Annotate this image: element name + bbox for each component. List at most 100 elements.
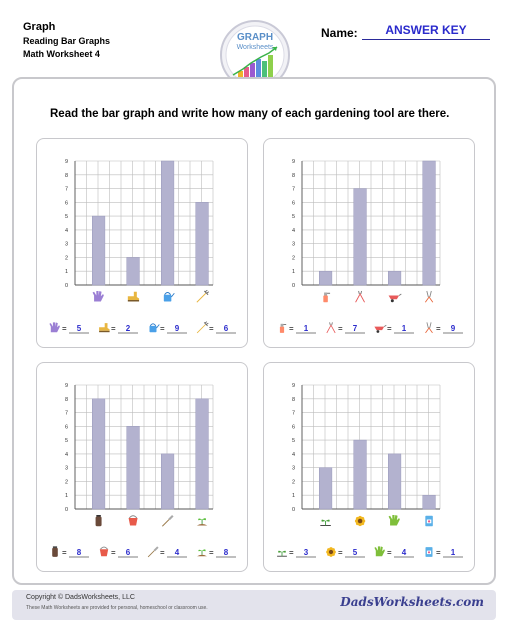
bar-hedge-clippers (422, 160, 436, 286)
y-tick-label: 3 (292, 242, 295, 248)
chart-grid (301, 160, 441, 286)
equals-sign: = (62, 324, 67, 333)
bar-trash-bin (92, 398, 106, 510)
y-tick-label: 7 (292, 187, 295, 193)
worksheet-subtitle: Reading Bar Graphs (23, 36, 111, 46)
logo-text-worksheets: Worksheets (237, 44, 274, 51)
y-tick-label: 0 (292, 283, 295, 289)
bar-sprout (195, 398, 209, 510)
y-tick-label: 2 (65, 479, 68, 485)
y-tick-label: 7 (65, 411, 68, 417)
seed-packet-icon (425, 515, 433, 527)
answer-value[interactable]: 5 (353, 548, 358, 557)
equals-sign: = (209, 548, 214, 557)
seedling-icon (320, 519, 331, 526)
y-tick-label: 1 (292, 493, 295, 499)
y-tick-label: 9 (292, 383, 295, 389)
wheelbarrow-icon (388, 293, 402, 303)
bar-sunflower (353, 439, 367, 510)
glove-icon (49, 322, 60, 333)
equals-sign: = (289, 324, 294, 333)
answer-value[interactable]: 4 (402, 548, 407, 557)
equals-sign: = (436, 324, 441, 333)
y-tick-label: 1 (292, 269, 295, 275)
chart-svg-1: 0 1 2 3 4 5 6 7 8 9 = 5 = 2 = 9 = 6 (49, 159, 236, 334)
equals-sign: = (338, 324, 343, 333)
bar-watering-can (161, 160, 175, 286)
bar-shovel (161, 453, 175, 510)
y-tick-label: 6 (65, 424, 68, 430)
y-tick-label: 8 (292, 173, 295, 179)
wheelbarrow-icon (374, 324, 387, 333)
rake-icon (196, 289, 210, 303)
bar-pruning-shears (353, 188, 367, 286)
answer-value[interactable]: 2 (126, 324, 131, 333)
bar-wheelbarrow (388, 270, 402, 286)
bar-bucket (126, 426, 140, 510)
sunflower-icon (354, 515, 366, 527)
bucket-icon (99, 546, 109, 557)
y-tick-label: 8 (65, 173, 68, 179)
y-tick-label: 7 (292, 411, 295, 417)
y-tick-label: 0 (292, 507, 295, 513)
instruction-text: Read the bar graph and write how many of… (50, 108, 450, 120)
name-field[interactable]: ANSWER KEY (362, 23, 490, 40)
equals-sign: = (436, 548, 441, 557)
answer-value[interactable]: 9 (175, 324, 180, 333)
bucket-icon (128, 515, 138, 526)
sprout-icon (196, 518, 208, 526)
y-tick-label: 4 (292, 452, 295, 458)
y-tick-label: 7 (65, 187, 68, 193)
copyright-text: Copyright © DadsWorksheets, LLC (26, 594, 135, 601)
answer-value[interactable]: 1 (451, 548, 456, 557)
answer-value[interactable]: 1 (304, 324, 309, 333)
gloves-icon (374, 546, 385, 557)
answer-value[interactable]: 1 (402, 324, 407, 333)
bar-seed-packet (422, 494, 436, 510)
watering-can-icon (149, 323, 160, 333)
equals-sign: = (387, 324, 392, 333)
seedling-icon (277, 550, 287, 557)
hedge-clippers-icon (425, 322, 433, 334)
equals-sign: = (387, 548, 392, 557)
y-tick-label: 2 (292, 255, 295, 261)
y-tick-label: 5 (292, 438, 295, 444)
pruning-shears-icon (326, 322, 336, 334)
y-tick-label: 4 (65, 228, 68, 234)
spray-bottle-icon (279, 323, 287, 333)
y-tick-label: 8 (65, 397, 68, 403)
y-tick-label: 2 (292, 479, 295, 485)
answer-value[interactable]: 5 (77, 324, 82, 333)
worksheet-number: Math Worksheet 4 (23, 49, 100, 59)
answer-value[interactable]: 6 (126, 548, 131, 557)
brand-logo: DadsWorksheets.com (340, 595, 484, 609)
chart-panel-1: 0 1 2 3 4 5 6 7 8 9 = 5 = 2 = 9 = 6 (36, 138, 248, 348)
sunflower-icon (326, 547, 336, 557)
pruning-shears-icon (355, 290, 365, 303)
y-tick-label: 3 (292, 466, 295, 472)
y-tick-label: 6 (292, 200, 295, 206)
answer-value[interactable]: 8 (77, 548, 82, 557)
y-tick-label: 6 (65, 200, 68, 206)
answer-value[interactable]: 7 (353, 324, 358, 333)
bar-gloves (388, 453, 402, 510)
answer-value[interactable]: 8 (224, 548, 229, 557)
chart-svg-3: 0 1 2 3 4 5 6 7 8 9 = 8 = 6 = 4 = 8 (52, 383, 236, 558)
y-tick-label: 3 (65, 466, 68, 472)
y-tick-label: 4 (292, 228, 295, 234)
bar-seedling (319, 467, 333, 510)
answer-value[interactable]: 9 (451, 324, 456, 333)
chart-panel-3: 0 1 2 3 4 5 6 7 8 9 = 8 = 6 = 4 = 8 (36, 362, 248, 572)
name-label: Name: (321, 26, 358, 40)
answer-value[interactable]: 6 (224, 324, 229, 333)
y-tick-label: 8 (292, 397, 295, 403)
glove-icon (92, 291, 104, 302)
answer-value[interactable]: 4 (175, 548, 180, 557)
y-tick-label: 4 (65, 452, 68, 458)
y-tick-label: 9 (65, 383, 68, 389)
answer-value[interactable]: 3 (304, 548, 309, 557)
hedge-clippers-icon (424, 290, 434, 303)
y-tick-label: 1 (65, 493, 68, 499)
watering-can-icon (163, 292, 175, 302)
y-tick-label: 0 (65, 283, 68, 289)
